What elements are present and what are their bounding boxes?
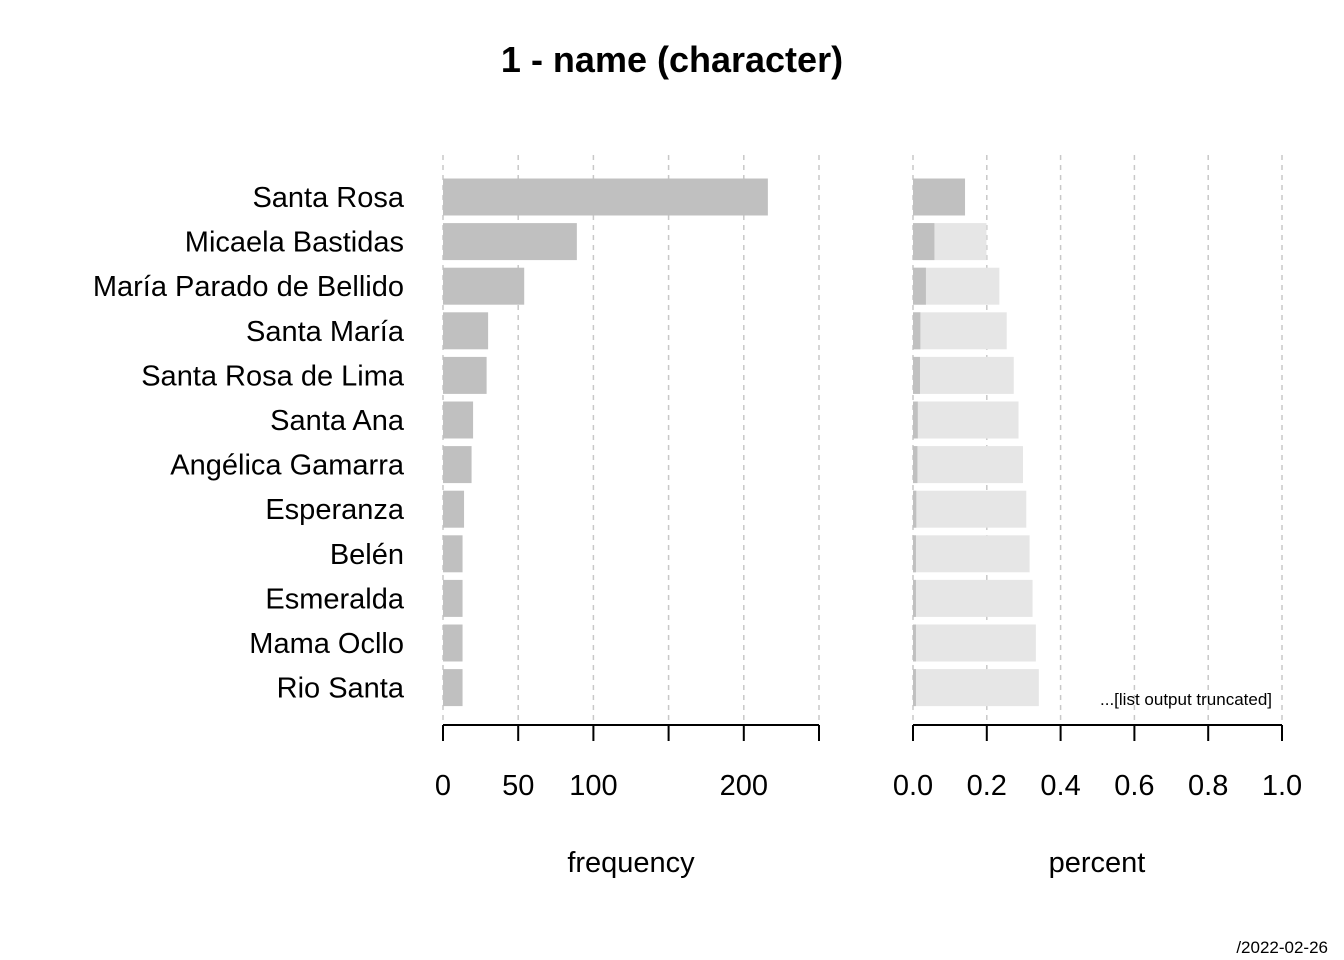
freq-bar-3 xyxy=(443,312,489,350)
percent-bar-3 xyxy=(913,312,921,350)
freq-bar-1 xyxy=(443,223,577,261)
category-label-1: Micaela Bastidas xyxy=(185,227,404,259)
percent-bar-11 xyxy=(913,669,916,707)
percent-cumulative-bar-10 xyxy=(913,624,1036,662)
freq-tick-label-2: 100 xyxy=(569,770,617,802)
freq-bar-6 xyxy=(443,446,472,484)
percent-tick-label-2: 0.4 xyxy=(1040,770,1080,802)
freq-bar-0 xyxy=(443,178,768,216)
percent-axis-label: percent xyxy=(1049,847,1146,879)
freq-bar-5 xyxy=(443,401,474,439)
percent-cumulative-bar-8 xyxy=(913,535,1030,573)
percent-cumulative-bar-7 xyxy=(913,490,1027,528)
freq-bar-10 xyxy=(443,624,463,662)
percent-bar-7 xyxy=(913,490,917,528)
percent-bar-1 xyxy=(913,223,935,261)
freq-bar-7 xyxy=(443,490,465,528)
footer-date: /2022-02-26 xyxy=(1236,938,1328,957)
category-label-11: Rio Santa xyxy=(277,673,405,705)
category-label-9: Esmeralda xyxy=(265,583,404,615)
percent-bar-9 xyxy=(913,579,916,617)
freq-bar-11 xyxy=(443,669,463,707)
axes: 0 50 100 200 0.0 0.2 0.4 0.6 0.8 1.0 xyxy=(435,724,1302,802)
freq-tick-label-4: 200 xyxy=(720,770,768,802)
category-label-2: María Parado de Bellido xyxy=(93,271,404,303)
percent-bar-8 xyxy=(913,535,916,573)
category-label-10: Mama Ocllo xyxy=(249,628,404,660)
percent-cumulative-bar-5 xyxy=(913,401,1019,439)
percent-cumulative-bar-11 xyxy=(913,669,1039,707)
truncated-note: ...[list output truncated] xyxy=(1100,690,1272,709)
percent-cumulative-bar-9 xyxy=(913,579,1033,617)
category-label-7: Esperanza xyxy=(265,494,405,526)
category-label-5: Santa Ana xyxy=(270,405,405,437)
category-label-4: Santa Rosa de Lima xyxy=(141,360,405,392)
percent-tick-label-5: 1.0 xyxy=(1262,770,1302,802)
percent-bar-4 xyxy=(913,356,921,394)
category-label-6: Angélica Gamarra xyxy=(170,450,405,482)
percent-bar-5 xyxy=(913,401,918,439)
percent-bar-10 xyxy=(913,624,916,662)
freq-bar-4 xyxy=(443,356,487,394)
freq-bar-9 xyxy=(443,579,463,617)
percent-cumulative-bar-3 xyxy=(913,312,1007,350)
freq-tick-label-0: 0 xyxy=(435,770,451,802)
percent-tick-label-0: 0.0 xyxy=(893,770,933,802)
percent-cumulative-bar-6 xyxy=(913,446,1023,484)
percent-cumulative-bar-4 xyxy=(913,356,1014,394)
percent-bar-0 xyxy=(913,178,966,216)
percent-tick-label-4: 0.8 xyxy=(1188,770,1228,802)
category-label-0: Santa Rosa xyxy=(252,182,404,214)
category-label-8: Belén xyxy=(330,539,404,571)
freq-tick-label-1: 50 xyxy=(502,770,534,802)
bars-layer xyxy=(443,178,1039,707)
percent-tick-label-1: 0.2 xyxy=(967,770,1007,802)
percent-bar-2 xyxy=(913,267,926,305)
freq-axis-label: frequency xyxy=(567,847,695,879)
freq-bar-2 xyxy=(443,267,525,305)
category-label-3: Santa María xyxy=(246,316,405,348)
percent-cumulative-bar-2 xyxy=(913,267,1000,305)
category-labels: Santa Rosa Micaela Bastidas María Parado d… xyxy=(93,182,405,705)
chart-title: 1 - name (character) xyxy=(501,39,843,80)
percent-tick-label-3: 0.6 xyxy=(1114,770,1154,802)
percent-bar-6 xyxy=(913,446,918,484)
freq-bar-8 xyxy=(443,535,463,573)
